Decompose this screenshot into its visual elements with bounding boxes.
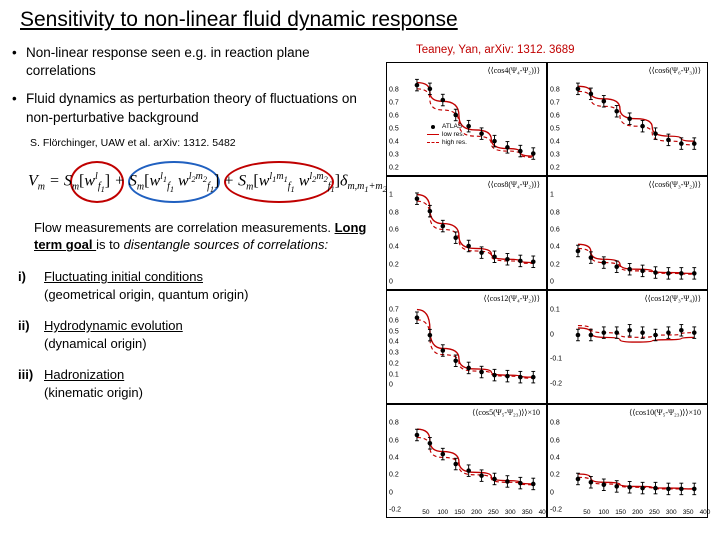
left-column: • Non-linear response seen e.g. in react… xyxy=(12,44,377,415)
list-item: ii)Hydrodynamic evolution(dynamical orig… xyxy=(18,317,377,352)
slide-title: Sensitivity to non-linear fluid dynamic … xyxy=(0,0,720,42)
panel-title: ⟨⟨cos4(Ψ₄-Ψ₂)⟩⟩ xyxy=(487,66,540,75)
chart-panel: ⟨⟨cos12(Ψ₄-Ψ₂)⟩⟩00.10.20.30.40.50.60.7 xyxy=(386,290,547,404)
bullet-1: • Non-linear response seen e.g. in react… xyxy=(12,44,377,80)
chart-panel: ⟨⟨cos5(Ψ₅-Ψ₂₃)⟩⟩×10-0.200.20.40.60.85010… xyxy=(386,404,547,518)
goal-paragraph: Flow measurements are correlation measur… xyxy=(34,219,377,254)
bullet-2: • Fluid dynamics as perturbation theory … xyxy=(12,90,377,126)
panel-title: ⟨⟨cos10(Ψ₅-Ψ₂₃)⟩⟩×10 xyxy=(629,408,701,417)
list-item: i)Fluctuating initial conditions(geometr… xyxy=(18,268,377,303)
panel-title: ⟨⟨cos8(Ψ₄-Ψ₂)⟩⟩ xyxy=(487,180,540,189)
chart-panel: ⟨⟨cos4(Ψ₄-Ψ₂)⟩⟩0.20.30.40.50.60.70.8ATLA… xyxy=(386,62,547,176)
right-citation: Teaney, Yan, arXiv: 1312. 3689 xyxy=(416,44,712,56)
panel-title: ⟨⟨cos6(Ψ₃-Ψ₂)⟩⟩ xyxy=(648,180,701,189)
chart-legend: ATLASlow res.high res. xyxy=(427,123,467,146)
panel-title: ⟨⟨cos12(Ψ₄-Ψ₂)⟩⟩ xyxy=(483,294,540,303)
bullet-2-text: Fluid dynamics as perturbation theory of… xyxy=(26,90,377,126)
chart-panel: ⟨⟨cos10(Ψ₅-Ψ₂₃)⟩⟩×10-0.200.20.40.60.8501… xyxy=(547,404,708,518)
panel-title: ⟨⟨cos12(Ψ₃-Ψ₄)⟩⟩ xyxy=(644,294,701,303)
list-item: iii)Hadronization(kinematic origin) xyxy=(18,366,377,401)
formula-text: Vm = Sm[wlf1] + Sm[wl1f1 wl2m2f1] + Sm[w… xyxy=(28,171,420,195)
chart-grid: ⟨⟨cos4(Ψ₄-Ψ₂)⟩⟩0.20.30.40.50.60.70.8ATLA… xyxy=(386,62,708,530)
formula: Vm = Sm[wlf1] + Sm[wl1f1 wl2m2f1] + Sm[w… xyxy=(20,157,365,209)
chart-panel: ⟨⟨cos12(Ψ₃-Ψ₄)⟩⟩-0.2-0.100.1 xyxy=(547,290,708,404)
panel-title: ⟨⟨cos5(Ψ₅-Ψ₂₃)⟩⟩×10 xyxy=(472,408,540,417)
chart-panel: ⟨⟨cos8(Ψ₄-Ψ₂)⟩⟩00.20.40.60.81 xyxy=(386,176,547,290)
chart-panel: ⟨⟨cos6(Ψ₆-Ψ₃)⟩⟩0.20.30.40.50.60.70.8 xyxy=(547,62,708,176)
chart-panel: ⟨⟨cos6(Ψ₃-Ψ₂)⟩⟩00.20.40.60.81 xyxy=(547,176,708,290)
right-column: Teaney, Yan, arXiv: 1312. 3689 ⟨⟨cos4(Ψ₄… xyxy=(386,44,712,530)
enumerated-list: i)Fluctuating initial conditions(geometr… xyxy=(18,268,377,401)
panel-title: ⟨⟨cos6(Ψ₆-Ψ₃)⟩⟩ xyxy=(648,66,701,75)
left-citation: S. Flörchinger, UAW et al. arXiv: 1312. … xyxy=(30,137,377,149)
bullet-1-text: Non-linear response seen e.g. in reactio… xyxy=(26,44,377,80)
